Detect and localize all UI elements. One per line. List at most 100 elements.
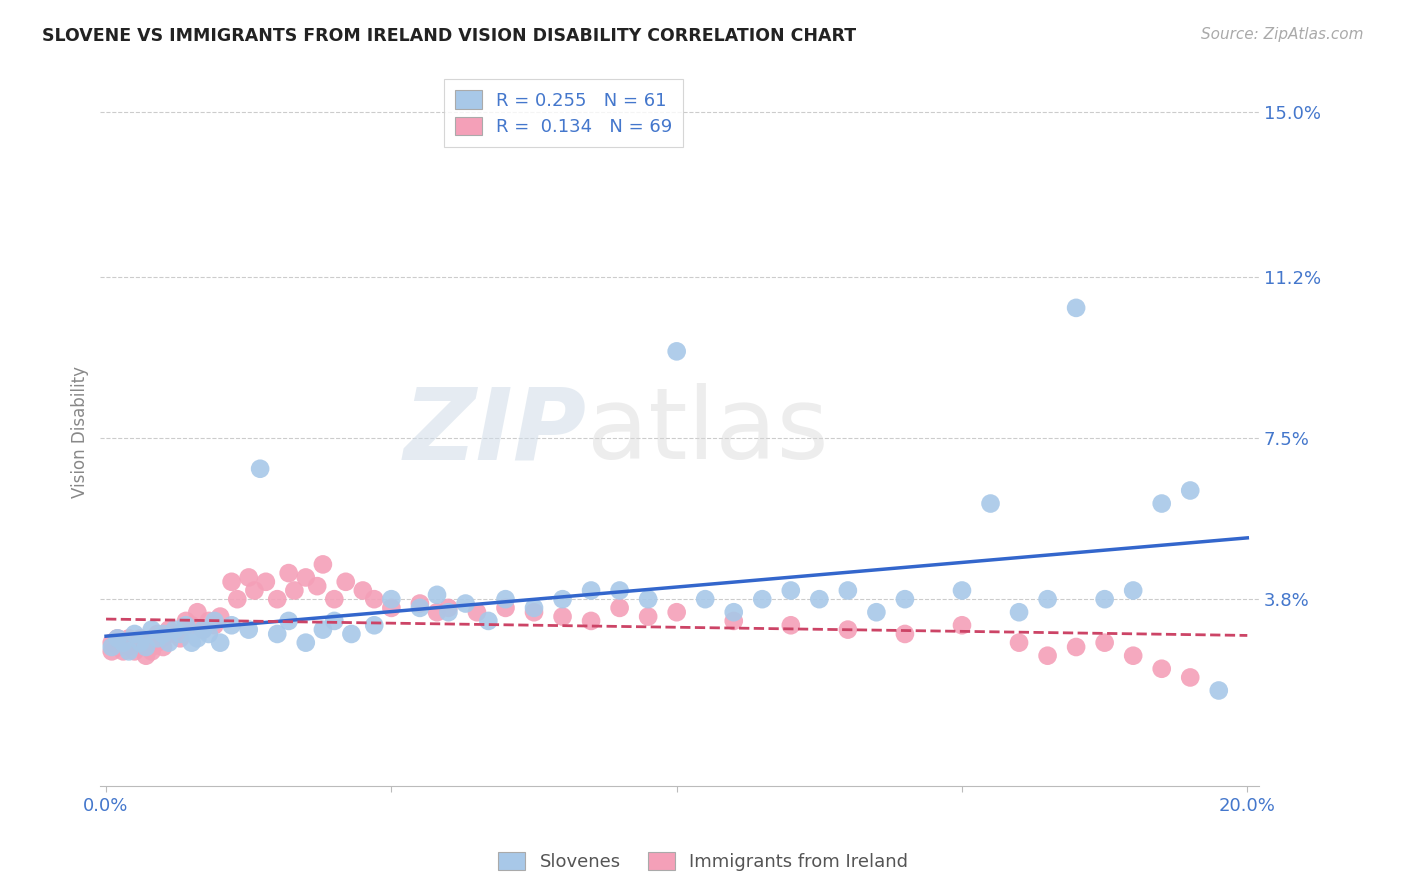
Point xyxy=(1122,583,1144,598)
Point xyxy=(950,618,973,632)
Point xyxy=(243,583,266,598)
Point xyxy=(477,614,499,628)
Legend: Slovenes, Immigrants from Ireland: Slovenes, Immigrants from Ireland xyxy=(491,845,915,879)
Point xyxy=(266,627,288,641)
Point xyxy=(323,592,346,607)
Point xyxy=(197,627,219,641)
Point xyxy=(1150,496,1173,510)
Point xyxy=(495,600,517,615)
Point xyxy=(837,583,859,598)
Point xyxy=(1180,483,1202,498)
Point xyxy=(100,640,122,654)
Legend: R = 0.255   N = 61, R =  0.134   N = 69: R = 0.255 N = 61, R = 0.134 N = 69 xyxy=(444,79,683,147)
Point xyxy=(283,583,305,598)
Point xyxy=(409,597,432,611)
Point xyxy=(950,583,973,598)
Point xyxy=(465,605,488,619)
Point xyxy=(352,583,374,598)
Point xyxy=(254,574,277,589)
Point xyxy=(152,627,174,641)
Point xyxy=(426,588,449,602)
Point xyxy=(409,600,432,615)
Point xyxy=(979,496,1001,510)
Point xyxy=(141,640,163,654)
Point xyxy=(221,574,243,589)
Point xyxy=(312,623,335,637)
Point xyxy=(437,600,460,615)
Point xyxy=(637,592,659,607)
Text: SLOVENE VS IMMIGRANTS FROM IRELAND VISION DISABILITY CORRELATION CHART: SLOVENE VS IMMIGRANTS FROM IRELAND VISIO… xyxy=(42,27,856,45)
Point xyxy=(1036,592,1059,607)
Point xyxy=(124,635,146,649)
Point xyxy=(226,592,249,607)
Point xyxy=(665,605,688,619)
Point xyxy=(523,605,546,619)
Point xyxy=(141,623,163,637)
Point xyxy=(107,640,129,654)
Point xyxy=(837,623,859,637)
Point xyxy=(579,614,602,628)
Point xyxy=(1008,635,1031,649)
Point xyxy=(112,635,135,649)
Point xyxy=(380,600,402,615)
Text: atlas: atlas xyxy=(586,384,828,480)
Point xyxy=(129,640,152,654)
Point xyxy=(238,570,260,584)
Point xyxy=(141,644,163,658)
Point xyxy=(294,635,316,649)
Point xyxy=(779,583,801,598)
Point xyxy=(266,592,288,607)
Point xyxy=(1094,592,1116,607)
Text: Source: ZipAtlas.com: Source: ZipAtlas.com xyxy=(1201,27,1364,42)
Point xyxy=(180,618,202,632)
Point xyxy=(124,627,146,641)
Point xyxy=(129,632,152,646)
Point xyxy=(323,614,346,628)
Point xyxy=(437,605,460,619)
Point xyxy=(277,566,299,580)
Point xyxy=(180,635,202,649)
Point xyxy=(124,644,146,658)
Point xyxy=(723,605,745,619)
Point xyxy=(209,609,232,624)
Point xyxy=(169,627,191,641)
Point xyxy=(157,635,180,649)
Point xyxy=(894,627,917,641)
Point xyxy=(1208,683,1230,698)
Point xyxy=(363,618,385,632)
Text: ZIP: ZIP xyxy=(404,384,586,480)
Point xyxy=(579,583,602,598)
Point xyxy=(307,579,329,593)
Point xyxy=(1180,670,1202,684)
Point xyxy=(112,635,135,649)
Point xyxy=(191,623,214,637)
Point xyxy=(665,344,688,359)
Point xyxy=(146,632,169,646)
Point xyxy=(174,614,197,628)
Point xyxy=(135,635,157,649)
Point xyxy=(609,583,631,598)
Point xyxy=(163,623,186,637)
Point xyxy=(1064,301,1087,315)
Point xyxy=(135,648,157,663)
Point xyxy=(107,632,129,646)
Point xyxy=(135,640,157,654)
Point xyxy=(312,558,335,572)
Point xyxy=(146,635,169,649)
Point xyxy=(1008,605,1031,619)
Point xyxy=(695,592,717,607)
Point xyxy=(118,644,141,658)
Point xyxy=(152,632,174,646)
Point xyxy=(186,605,208,619)
Point xyxy=(426,605,449,619)
Point xyxy=(523,600,546,615)
Point xyxy=(894,592,917,607)
Point xyxy=(335,574,357,589)
Point xyxy=(191,623,214,637)
Point xyxy=(163,627,186,641)
Point xyxy=(551,592,574,607)
Point xyxy=(723,614,745,628)
Point xyxy=(100,644,122,658)
Point xyxy=(495,592,517,607)
Point xyxy=(294,570,316,584)
